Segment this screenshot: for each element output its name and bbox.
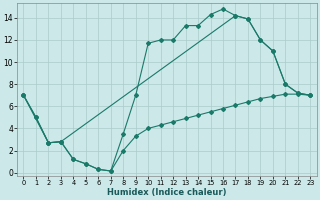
X-axis label: Humidex (Indice chaleur): Humidex (Indice chaleur)	[107, 188, 227, 197]
